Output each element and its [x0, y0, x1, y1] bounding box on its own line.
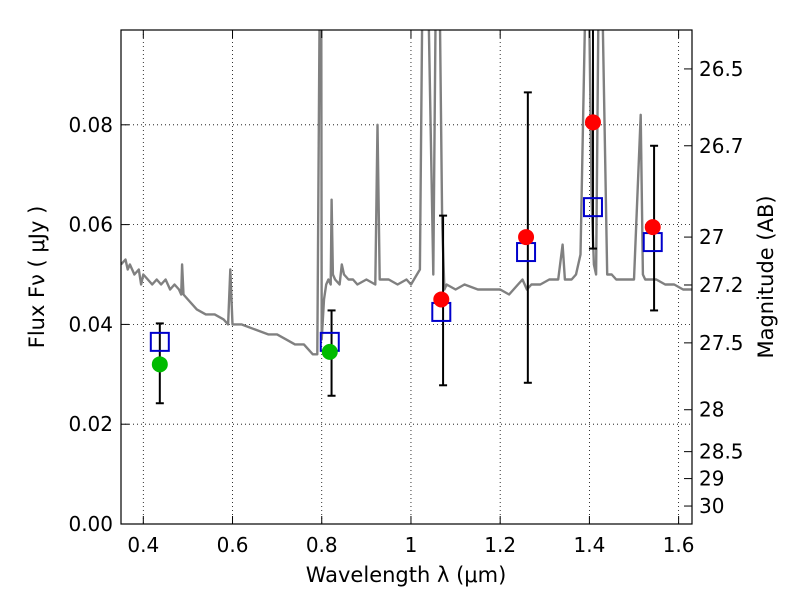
mag-tick-label: 29 — [699, 467, 724, 491]
data-points — [149, 114, 663, 373]
mag-tick-label: 27.5 — [699, 331, 744, 355]
nir-measurement-point — [518, 229, 535, 246]
x-tick-label: 1 — [405, 533, 418, 557]
x-tick-label: 1.4 — [573, 533, 605, 557]
plot-frame — [120, 29, 693, 525]
mag-tick-label: 27 — [699, 225, 724, 249]
x-tick-label: 0.8 — [306, 533, 338, 557]
model-photometry-point — [642, 232, 663, 253]
mag-tick-label: 26.5 — [699, 57, 744, 81]
model-photometry-point — [149, 331, 170, 352]
mag-tick-label: 30 — [699, 494, 724, 518]
nir-measurement-point — [433, 291, 450, 308]
y-tick-label: 0.08 — [68, 113, 113, 137]
x-tick-label: 1.6 — [663, 533, 695, 557]
y-tick-label: 0.02 — [68, 412, 113, 436]
nir-measurement-point — [644, 219, 661, 236]
right-axis-label: Magnitude (AB) — [754, 195, 778, 358]
mag-tick-label: 27.2 — [699, 273, 744, 297]
x-tick-label: 0.6 — [217, 533, 249, 557]
y-axis-label: Flux Fν ( μJy ) — [25, 206, 49, 349]
model-photometry-point — [582, 197, 603, 218]
model-photometry-point — [516, 242, 537, 263]
model-spectrum — [121, 30, 692, 356]
optical-measurement-point — [151, 356, 168, 373]
x-tick-label: 1.2 — [484, 533, 516, 557]
error-bars — [155, 30, 659, 405]
axis-ticks: 0.4 0.6 0.8 1 1.2 1.4 1.6 0.00 0.02 0.04 0.06 0.08 2… — [68, 30, 744, 557]
y-tick-label: 0.00 — [68, 512, 113, 536]
mag-tick-label: 26.7 — [699, 134, 744, 158]
mag-tick-label: 28.5 — [699, 440, 744, 464]
x-axis-label: Wavelength λ (μm) — [306, 563, 507, 587]
model-spectrum-line — [121, 30, 692, 356]
nir-measurement-point — [584, 114, 601, 131]
y-tick-label: 0.04 — [68, 312, 113, 336]
grid — [121, 30, 692, 525]
y-tick-label: 0.06 — [68, 213, 113, 237]
mag-tick-label: 28 — [699, 398, 724, 422]
optical-measurement-point — [321, 343, 338, 360]
x-tick-label: 0.4 — [127, 533, 159, 557]
